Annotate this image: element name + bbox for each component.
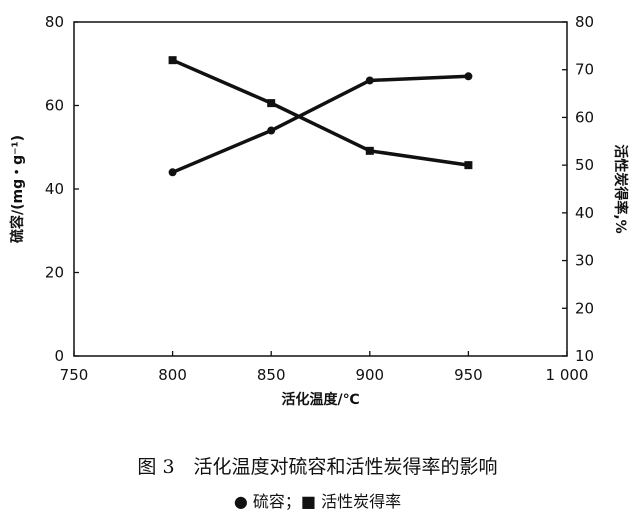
y2-tick-label: 70 <box>575 61 594 79</box>
point-circle <box>464 72 473 81</box>
y2-tick-label: 60 <box>575 108 594 126</box>
y2-tick-label: 80 <box>575 13 594 31</box>
y-axis-label: 硫容/(mg・g⁻¹) <box>9 135 26 243</box>
y2-tick-label: 40 <box>575 204 594 222</box>
point-square <box>365 146 374 155</box>
point-square <box>267 99 276 108</box>
y2-tick-label: 10 <box>575 347 594 365</box>
x-tick-label: 800 <box>158 366 187 384</box>
y-tick-label: 20 <box>45 264 64 282</box>
point-circle <box>267 126 276 135</box>
x-tick-label: 1 000 <box>546 366 589 384</box>
series-line-0 <box>171 74 469 174</box>
x-tick-label: 950 <box>454 366 483 384</box>
point-circle <box>365 76 374 85</box>
series-line-1 <box>171 58 469 167</box>
y2-axis-label: 活性炭得率,% <box>612 144 629 233</box>
y2-tick-label: 20 <box>575 299 594 317</box>
x-tick-label: 750 <box>60 366 89 384</box>
y-tick-label: 60 <box>45 97 64 115</box>
point-square <box>168 56 177 65</box>
plot-frame <box>73 21 568 357</box>
legend: ● 硫容；■ 活性炭得率 <box>233 492 402 511</box>
y2-tick-label: 50 <box>575 156 594 174</box>
x-axis-label: 活化温度/℃ <box>281 391 359 408</box>
y-tick-label: 0 <box>54 347 64 365</box>
point-circle <box>168 168 177 177</box>
chart: 750 800 850 900 950 1 000 0 20 40 60 80 10 20 30 40 50 6… <box>9 13 629 408</box>
x-tick-label: 850 <box>257 366 286 384</box>
figure-caption: 图 3 活化温度对硫容和活性炭得率的影响 <box>137 456 498 478</box>
y-tick-label: 80 <box>45 13 64 31</box>
y2-tick-label: 30 <box>575 252 594 270</box>
point-square <box>464 161 473 170</box>
y-tick-label: 40 <box>45 180 64 198</box>
x-tick-label: 900 <box>355 366 384 384</box>
